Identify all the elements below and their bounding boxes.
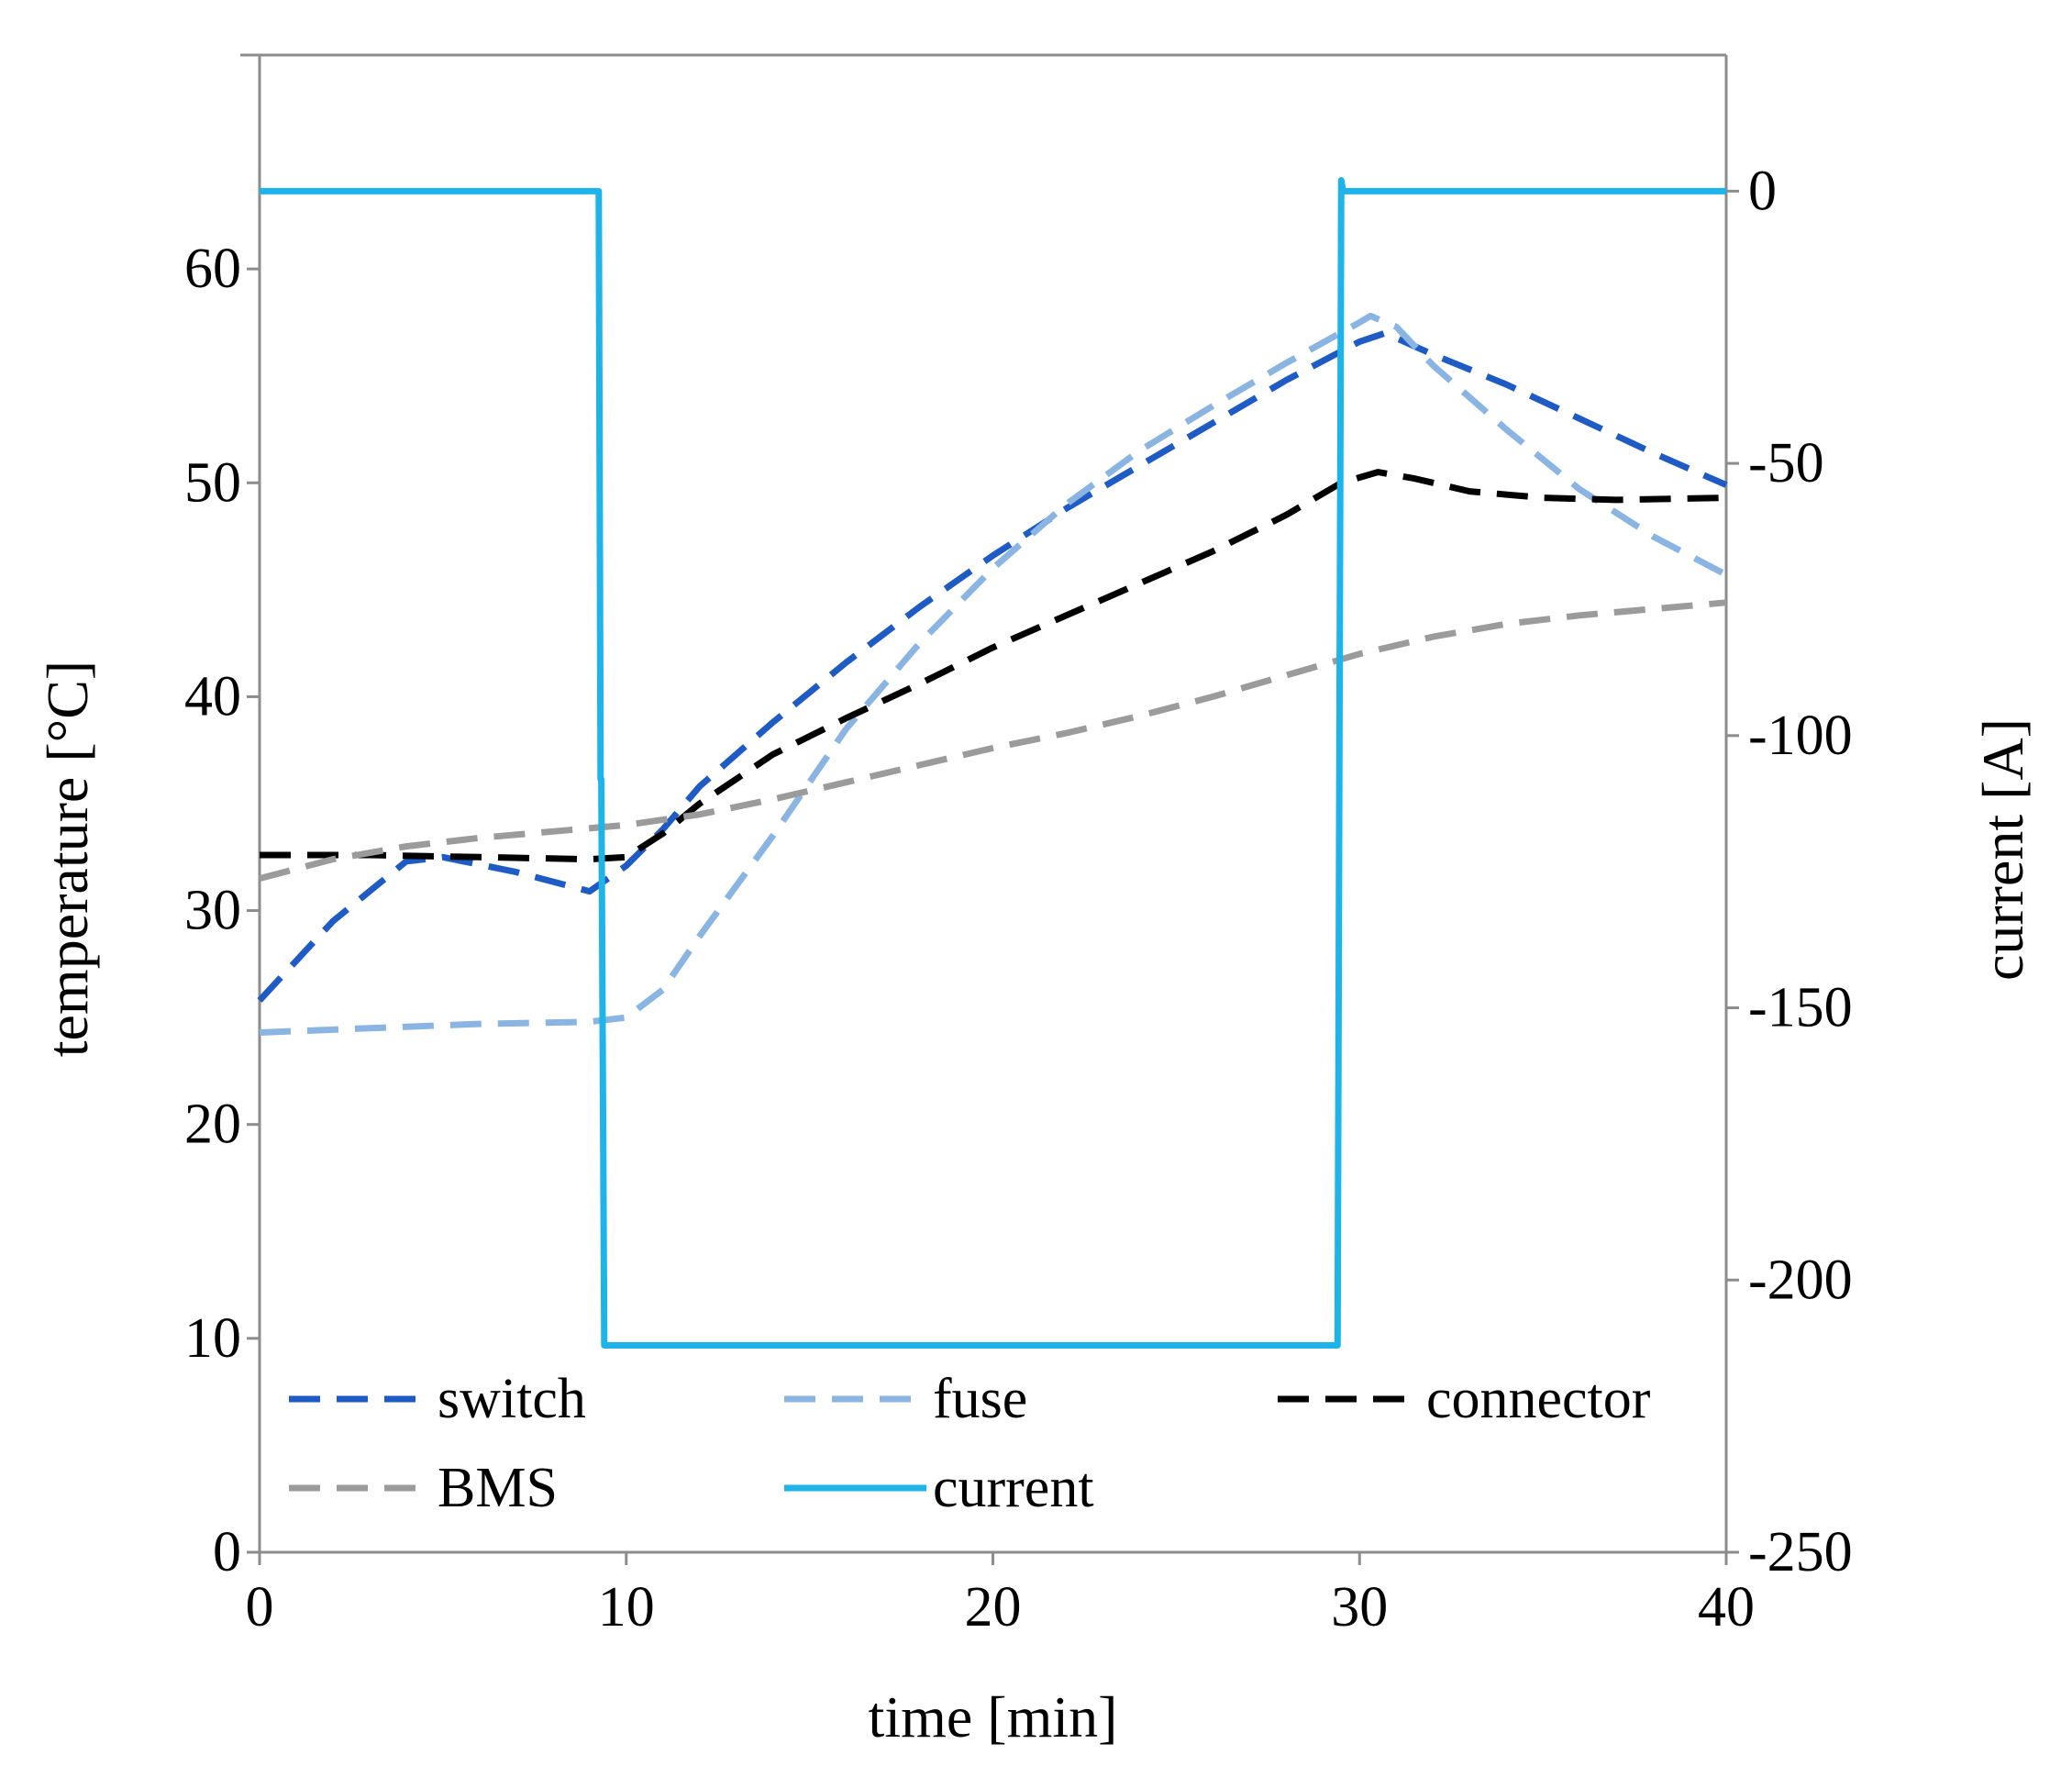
series-switch-line: [257, 329, 1728, 1003]
y2-tick-label: -50: [1748, 432, 1824, 494]
legend: switch fuse connector BMS current: [289, 1368, 1651, 1519]
y-tick-label: 60: [184, 238, 241, 300]
y2-axis-title: current [A]: [1970, 718, 2035, 981]
legend-label-current: current: [933, 1457, 1094, 1519]
series-current-line: [260, 177, 1726, 1349]
y2-tick-label: -200: [1748, 1249, 1853, 1311]
y-tick-label: 20: [184, 1094, 241, 1156]
y2-tick-label: -100: [1748, 705, 1853, 767]
y-tick-label: 50: [184, 451, 241, 514]
y-axis-title: temperature [°C]: [35, 661, 100, 1058]
y2-tick-label: -150: [1748, 977, 1853, 1039]
x-tick-label: 10: [598, 1576, 655, 1638]
legend-label-switch: switch: [438, 1368, 586, 1430]
legend-label-bms: BMS: [438, 1457, 558, 1519]
y-tick-label: 30: [184, 880, 241, 942]
plot-frame: [240, 53, 1728, 1554]
series-lines: [257, 177, 1728, 1349]
x-tick-label: 40: [1698, 1576, 1755, 1638]
x-axis-title: time [min]: [869, 1684, 1118, 1749]
series-connector-line: [260, 469, 1727, 863]
y-axis-ticks: 0 10 20 30 40 50 60: [184, 238, 260, 1583]
x-tick-label: 20: [965, 1576, 1022, 1638]
y-tick-label: 10: [184, 1307, 241, 1370]
y2-axis-ticks: 0 -50 -100 -150 -200 -250: [1726, 160, 1853, 1583]
y2-tick-label: 0: [1748, 160, 1777, 222]
x-tick-label: 0: [246, 1576, 274, 1638]
series-bms-line: [259, 599, 1727, 882]
x-tick-label: 30: [1331, 1576, 1388, 1638]
y-tick-label: 0: [213, 1521, 241, 1583]
series-fuse-line: [259, 312, 1728, 1036]
y-tick-label: 40: [184, 665, 241, 728]
legend-label-fuse: fuse: [933, 1368, 1027, 1430]
legend-label-connector: connector: [1426, 1368, 1651, 1430]
y2-tick-label: -250: [1748, 1521, 1853, 1583]
x-axis-ticks: 0 10 20 30 40: [246, 1552, 1755, 1638]
